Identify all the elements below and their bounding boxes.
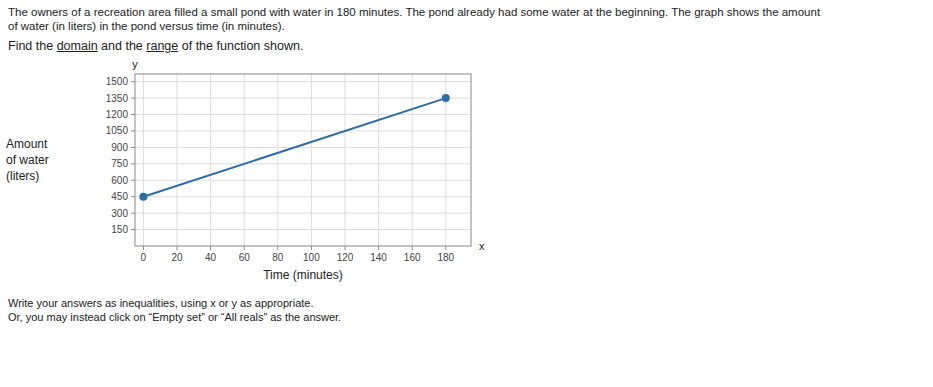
x-tick-label: 100 xyxy=(303,252,320,263)
header: The owners of a recreation area filled a… xyxy=(0,0,933,54)
subtitle-part: of the function shown. xyxy=(178,39,303,53)
y-tick xyxy=(131,147,135,148)
y-axis-label: of water xyxy=(6,153,49,167)
title: of water (in liters) in the pond versus … xyxy=(8,19,925,33)
grid-line-x xyxy=(345,74,346,246)
grid-line-y xyxy=(135,81,471,82)
x-tick-label: 60 xyxy=(239,252,251,263)
y-tick-label: 750 xyxy=(111,158,128,169)
x-tick xyxy=(277,246,278,250)
y-axis-label: Amount xyxy=(6,137,48,151)
grid-line-y xyxy=(135,114,471,115)
grid-line-x xyxy=(412,74,413,246)
grid xyxy=(135,74,471,246)
grid-line-y xyxy=(135,229,471,230)
grid-line-y xyxy=(135,163,471,164)
y-tick xyxy=(131,114,135,115)
y-tick-label: 300 xyxy=(111,208,128,219)
plot-data xyxy=(139,94,449,201)
grid-line-y xyxy=(135,180,471,181)
point xyxy=(442,94,450,102)
footer-line: Or, you may instead click on “Empty set”… xyxy=(8,310,925,324)
x-tick-label: 140 xyxy=(370,252,387,263)
x-tick xyxy=(177,246,178,250)
y-tick xyxy=(131,180,135,181)
y-tick xyxy=(131,196,135,197)
grid-line-x xyxy=(210,74,211,246)
title: The owners of a recreation area filled a… xyxy=(8,5,925,19)
x-tick xyxy=(143,246,144,250)
chart: 0 20 40 60 80 100 120 140 160 180 150 300 450 600 750 9… xyxy=(0,54,933,294)
x-axis-label: Time (minutes) xyxy=(263,268,343,282)
y-tick-label: 600 xyxy=(111,175,128,186)
chart-svg: 0 20 40 60 80 100 120 140 160 180 150 300 450 600 750 9… xyxy=(0,54,933,294)
y-tick xyxy=(131,130,135,131)
subtitle-part: and the xyxy=(98,39,147,53)
y-tick xyxy=(131,213,135,214)
y-tick-label: 1350 xyxy=(106,93,129,104)
x-tick xyxy=(445,246,446,250)
y-tick xyxy=(131,163,135,164)
grid-line-y xyxy=(135,130,471,131)
grid-line-y xyxy=(135,196,471,197)
point xyxy=(139,193,147,201)
x-tick xyxy=(311,246,312,250)
subtitle-part: domain xyxy=(57,39,98,53)
x-tick xyxy=(345,246,346,250)
footer-line: Write your answers as inequalities, usin… xyxy=(8,296,925,310)
grid-line-x xyxy=(244,74,245,246)
x-tick xyxy=(210,246,211,250)
x-tick-label: 120 xyxy=(337,252,354,263)
y-tick-label: 1500 xyxy=(106,76,129,87)
x-tick-label: 20 xyxy=(171,252,183,263)
grid-line-x xyxy=(177,74,178,246)
x-tick xyxy=(378,246,379,250)
subtitle-part: range xyxy=(146,39,178,53)
y-tick xyxy=(131,229,135,230)
x-tick-label: 160 xyxy=(404,252,421,263)
x-tick xyxy=(244,246,245,250)
grid-line-y xyxy=(135,213,471,214)
y-tick-label: 1200 xyxy=(106,109,129,120)
y-tick-label: 150 xyxy=(111,224,128,235)
y-tick xyxy=(131,81,135,82)
axes: 0 20 40 60 80 100 120 140 160 180 150 300 450 600 750 9… xyxy=(106,74,471,263)
y-axis-label: (liters) xyxy=(6,169,39,183)
x-tick xyxy=(412,246,413,250)
grid-line-x xyxy=(378,74,379,246)
grid-line-y xyxy=(135,147,471,148)
grid-line-y xyxy=(135,98,471,99)
x-tick-label: 180 xyxy=(437,252,454,263)
grid-line-x xyxy=(143,74,144,246)
y-tick-label: 450 xyxy=(111,191,128,202)
line xyxy=(143,98,445,197)
footer: Write your answers as inequalities, usin… xyxy=(0,294,933,324)
x-tick-label: 40 xyxy=(205,252,217,263)
annotation: x xyxy=(479,240,485,252)
x-tick-label: 0 xyxy=(141,252,147,263)
annotation: y xyxy=(132,58,138,70)
y-tick-label: 1050 xyxy=(106,125,129,136)
subtitle-part: Find the xyxy=(8,39,57,53)
subtitle: Find the domain and the range of the fun… xyxy=(8,38,925,54)
y-tick-label: 900 xyxy=(111,142,128,153)
grid-line-x xyxy=(277,74,278,246)
grid-line-x xyxy=(311,74,312,246)
x-tick-label: 80 xyxy=(272,252,284,263)
plot-frame xyxy=(135,74,471,246)
y-tick xyxy=(131,98,135,99)
